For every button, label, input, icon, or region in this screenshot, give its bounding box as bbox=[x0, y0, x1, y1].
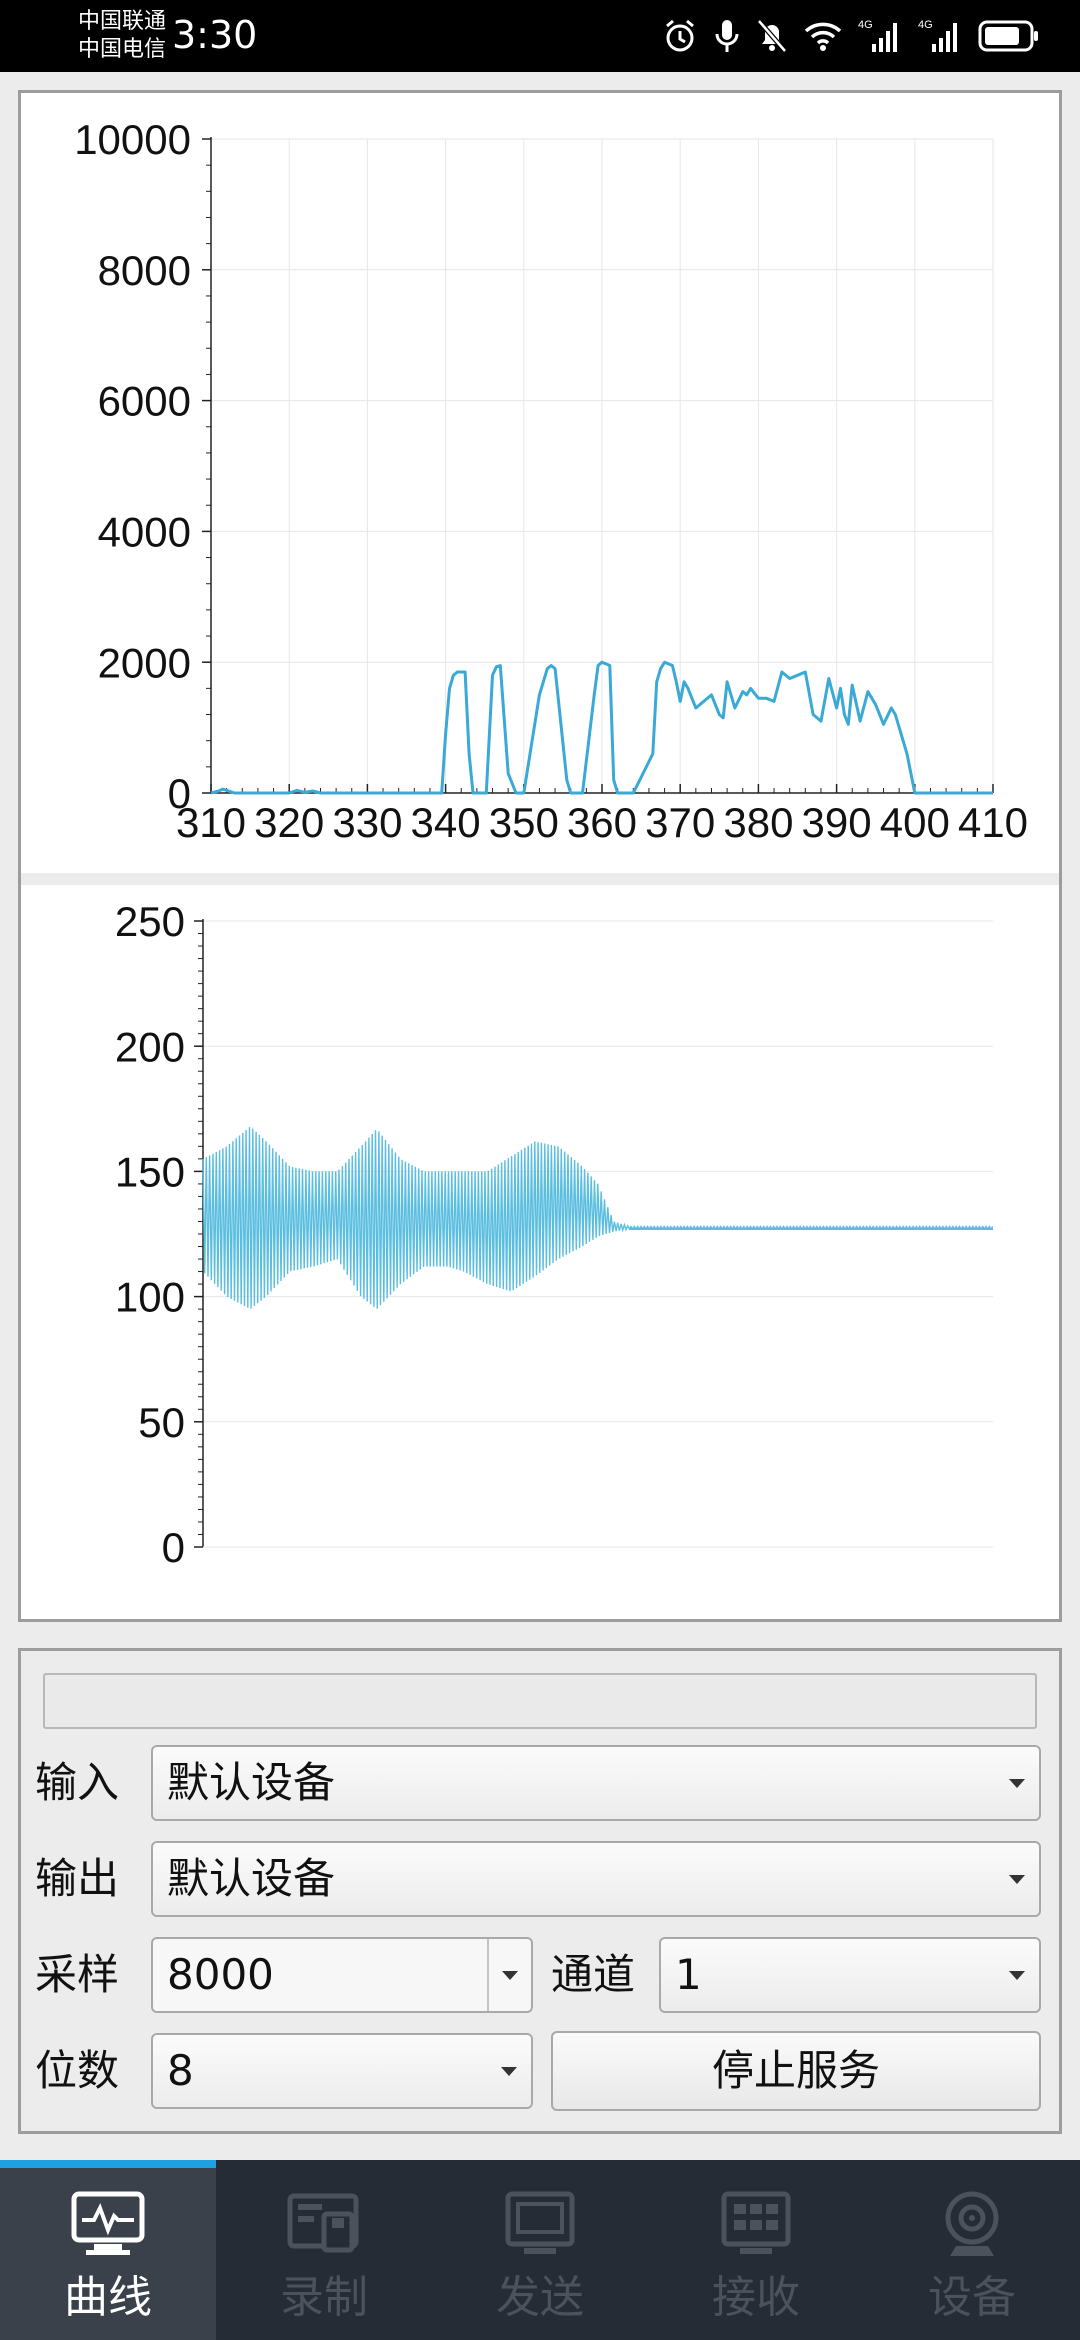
y-tick-label: 100 bbox=[115, 1274, 185, 1321]
screen-send-icon bbox=[505, 2191, 575, 2254]
y-tick-label: 8000 bbox=[98, 247, 191, 294]
webcam-device-icon bbox=[945, 2191, 999, 2256]
y-tick-label: 2000 bbox=[98, 639, 191, 686]
bell-muted-icon bbox=[757, 19, 787, 53]
status-icons: 4G 4G bbox=[662, 14, 1040, 58]
input-device-select[interactable]: 默认设备 bbox=[151, 1745, 1041, 1821]
tab-receive[interactable]: 接收 bbox=[648, 2160, 864, 2340]
tab-label: 接收 bbox=[712, 2272, 800, 2323]
x-tick-label: 400 bbox=[880, 799, 950, 846]
y-tick-label: 4000 bbox=[98, 509, 191, 556]
output-label: 输出 bbox=[35, 1854, 120, 1903]
chevron-down-icon bbox=[1009, 1971, 1025, 1980]
bottom-navigation: 曲线 录制 发送 接收 bbox=[0, 2160, 1080, 2340]
network-type-2: 4G bbox=[918, 19, 933, 31]
x-tick-label: 330 bbox=[332, 799, 402, 846]
input-device-value: 默认设备 bbox=[167, 1758, 336, 1807]
chart-splitter[interactable] bbox=[21, 873, 1059, 885]
status-time: 3:30 bbox=[172, 13, 258, 57]
x-tick-label: 320 bbox=[254, 799, 324, 846]
x-tick-label: 410 bbox=[958, 799, 1028, 846]
y-tick-label: 0 bbox=[168, 770, 191, 817]
x-tick-label: 350 bbox=[489, 799, 559, 846]
channel-select[interactable]: 1 bbox=[659, 1937, 1041, 2013]
tab-label: 曲线 bbox=[64, 2272, 152, 2323]
bits-value: 8 bbox=[167, 2046, 194, 2095]
channel-value: 1 bbox=[675, 1950, 702, 1999]
x-tick-label: 340 bbox=[411, 799, 481, 846]
active-tab-indicator bbox=[0, 2160, 216, 2168]
status-bar: 中国联通 中国电信 3:30 4G bbox=[0, 0, 1080, 72]
battery-icon bbox=[978, 20, 1038, 52]
chevron-down-icon bbox=[501, 2067, 517, 2076]
carrier-info: 中国联通 中国电信 bbox=[78, 8, 166, 64]
monitor-curve-icon bbox=[71, 2191, 145, 2255]
spectrum-chart: 0 2000 4000 6000 8000 10000 310 320 330 340 350 360… bbox=[74, 116, 1028, 846]
y-tick-label: 200 bbox=[115, 1023, 185, 1070]
sample-rate-combo[interactable]: 8000 bbox=[151, 1937, 533, 2013]
record-disk-icon bbox=[287, 2193, 359, 2253]
grid-receive-icon bbox=[721, 2191, 791, 2254]
tab-label: 发送 bbox=[496, 2272, 584, 2323]
sample-rate-label: 采样 bbox=[35, 1950, 120, 1999]
x-tick-label: 370 bbox=[645, 799, 715, 846]
input-label: 输入 bbox=[35, 1758, 120, 1807]
stop-service-button[interactable]: 停止服务 bbox=[551, 2031, 1041, 2111]
alarm-icon bbox=[666, 19, 694, 52]
y-tick-label: 10000 bbox=[74, 116, 191, 163]
carrier-2: 中国电信 bbox=[78, 37, 167, 62]
tab-curve[interactable]: 曲线 bbox=[0, 2160, 216, 2340]
controls-panel: 输入 默认设备 输出 默认设备 采样 8000 通道 1 位数 8 停止服务 bbox=[18, 1648, 1062, 2134]
tab-record[interactable]: 录制 bbox=[216, 2160, 432, 2340]
chevron-down-icon bbox=[502, 1971, 518, 1980]
chevron-down-icon bbox=[1009, 1875, 1025, 1884]
series-line bbox=[210, 660, 993, 795]
x-tick-label: 310 bbox=[176, 799, 246, 846]
x-tick-label: 360 bbox=[567, 799, 637, 846]
microphone-icon bbox=[715, 20, 739, 52]
y-tick-label: 250 bbox=[115, 898, 185, 945]
tab-label: 设备 bbox=[928, 2272, 1016, 2323]
y-tick-label: 0 bbox=[162, 1524, 185, 1571]
sample-rate-value[interactable]: 8000 bbox=[167, 1950, 274, 1999]
tab-label: 录制 bbox=[280, 2272, 368, 2323]
waveform-series bbox=[202, 1127, 994, 1309]
wifi-icon bbox=[804, 22, 842, 51]
x-tick-label: 380 bbox=[723, 799, 793, 846]
signal-icon: 4G bbox=[918, 19, 957, 52]
sample-rate-dropdown-button[interactable] bbox=[487, 1939, 531, 2011]
output-device-value: 默认设备 bbox=[167, 1854, 336, 1903]
tab-device[interactable]: 设备 bbox=[864, 2160, 1080, 2340]
y-tick-label: 150 bbox=[115, 1149, 185, 1196]
y-tick-label: 50 bbox=[138, 1399, 185, 1446]
x-tick-label: 390 bbox=[802, 799, 872, 846]
carrier-1: 中国联通 bbox=[78, 9, 167, 34]
y-tick-label: 6000 bbox=[98, 378, 191, 425]
signal-icon: 4G bbox=[858, 19, 897, 52]
bits-select[interactable]: 8 bbox=[151, 2033, 533, 2109]
progress-bar bbox=[43, 1673, 1037, 1729]
chevron-down-icon bbox=[1009, 1779, 1025, 1788]
tab-send[interactable]: 发送 bbox=[432, 2160, 648, 2340]
network-type-1: 4G bbox=[858, 19, 873, 31]
channel-label: 通道 bbox=[551, 1950, 636, 1999]
output-device-select[interactable]: 默认设备 bbox=[151, 1841, 1041, 1917]
waveform-chart: 0 50 100 150 200 250 bbox=[115, 898, 994, 1571]
app-content: 0 2000 4000 6000 8000 10000 310 320 330 340 350 360… bbox=[0, 72, 1080, 2160]
bits-label: 位数 bbox=[35, 2046, 120, 2095]
charts-panel: 0 2000 4000 6000 8000 10000 310 320 330 340 350 360… bbox=[18, 90, 1062, 1622]
